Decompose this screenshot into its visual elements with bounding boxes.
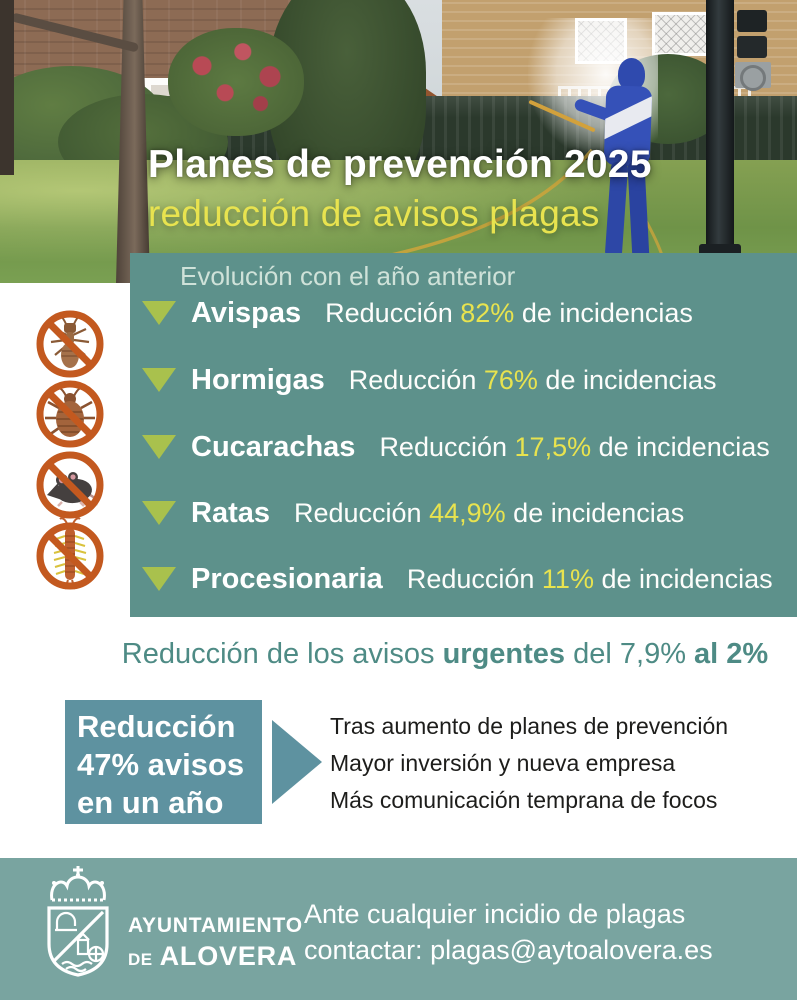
decrease-triangle-icon (142, 567, 176, 591)
pest-control-worker (528, 52, 680, 264)
poster-subtitle: reducción de avisos plagas (148, 193, 600, 234)
no-ant-icon (36, 310, 104, 378)
org-name-line1: AYUNTAMIENTO (128, 914, 303, 937)
summary-line: 47% avisos (77, 747, 245, 782)
no-bedbug-icon (36, 380, 104, 448)
urgent-word: urgentes (442, 638, 566, 670)
decrease-triangle-icon (142, 501, 176, 525)
pest-name: Avispas (191, 296, 302, 329)
lamp-post (706, 0, 734, 250)
pest-name: Ratas (191, 496, 270, 529)
decrease-triangle-icon (142, 435, 176, 459)
decrease-triangle-icon (142, 301, 176, 325)
arrow-right-icon (272, 720, 322, 804)
reason-item: Más comunicación temprana de focos (330, 787, 718, 813)
pest-row-avispas: Avispas Reducción 82% de incidencias (142, 293, 693, 333)
worker-hood (618, 58, 645, 90)
contact-line2: contactar: plagas@aytoalovera.es (304, 935, 713, 965)
reduction-percent: 11% (541, 563, 594, 594)
pest-row-procesionaria: Procesionaria Reducción 11% de incidenci… (142, 559, 773, 599)
alovera-coat-of-arms-icon (47, 866, 109, 977)
pest-row-cucarachas: Cucarachas Reducción 17,5% de incidencia… (142, 427, 770, 467)
worker-stripe (603, 89, 653, 141)
summary-line: en un año (77, 785, 224, 820)
reduction-percent: 76% (483, 364, 538, 395)
air-conditioner (737, 10, 767, 32)
reduction-summary-box: Reducción 47% avisos en un año (65, 700, 262, 824)
pest-reduction-text: Reducción 11% de incidencias (406, 563, 773, 594)
pest-reduction-text: Reducción 17,5% de incidencias (379, 431, 770, 462)
pest-name: Hormigas (191, 363, 325, 396)
pest-row-ratas: Ratas Reducción 44,9% de incidencias (142, 493, 684, 533)
org-wordmark: AYUNTAMIENTO DE ALOVERA (128, 914, 303, 972)
summary-reasons: Tras aumento de planes de prevención May… (330, 708, 728, 819)
evolution-panel: Evolución con el año anterior Avispas Re… (130, 253, 797, 617)
org-name-de: DE (128, 950, 153, 969)
contact-info: Ante cualquier incidio de plagas contact… (304, 896, 713, 968)
reduction-percent: 82% (460, 297, 515, 328)
reduction-percent: 17,5% (514, 431, 592, 462)
no-rat-icon (36, 451, 104, 519)
pest-name: Procesionaria (191, 562, 383, 595)
air-conditioner-fan (735, 62, 771, 91)
org-name-alovera: ALOVERA (159, 941, 298, 971)
photo-tree-trunk (0, 0, 14, 175)
urgent-target: al 2% (694, 638, 769, 670)
air-conditioner (737, 36, 767, 58)
pest-reduction-text: Reducción 44,9% de incidencias (294, 497, 685, 528)
urgent-reduction-line: Reducción de los avisos urgentes del 7,9… (121, 638, 769, 670)
pest-reduction-text: Reducción 82% de incidencias (325, 297, 693, 328)
reason-item: Mayor inversión y nueva empresa (330, 750, 676, 776)
pest-name: Cucarachas (191, 430, 356, 463)
summary-line: Reducción (77, 709, 236, 744)
header-photo (0, 0, 797, 283)
poster-title: Planes de prevención 2025 (148, 143, 652, 186)
footer: AYUNTAMIENTO DE ALOVERA Ante cualquier i… (0, 858, 797, 1000)
reduction-percent: 44,9% (429, 497, 506, 528)
pest-row-hormigas: Hormigas Reducción 76% de incidencias (142, 360, 717, 400)
contact-email: plagas@aytoalovera.es (430, 935, 713, 965)
no-centipede-icon (36, 517, 104, 590)
panel-header: Evolución con el año anterior (180, 261, 516, 291)
pest-reduction-text: Reducción 76% de incidencias (348, 364, 717, 395)
contact-line1: Ante cualquier incidio de plagas (304, 899, 686, 929)
photo-flower-bush (168, 28, 304, 136)
reason-item: Tras aumento de planes de prevención (330, 713, 729, 739)
decrease-triangle-icon (142, 368, 176, 392)
